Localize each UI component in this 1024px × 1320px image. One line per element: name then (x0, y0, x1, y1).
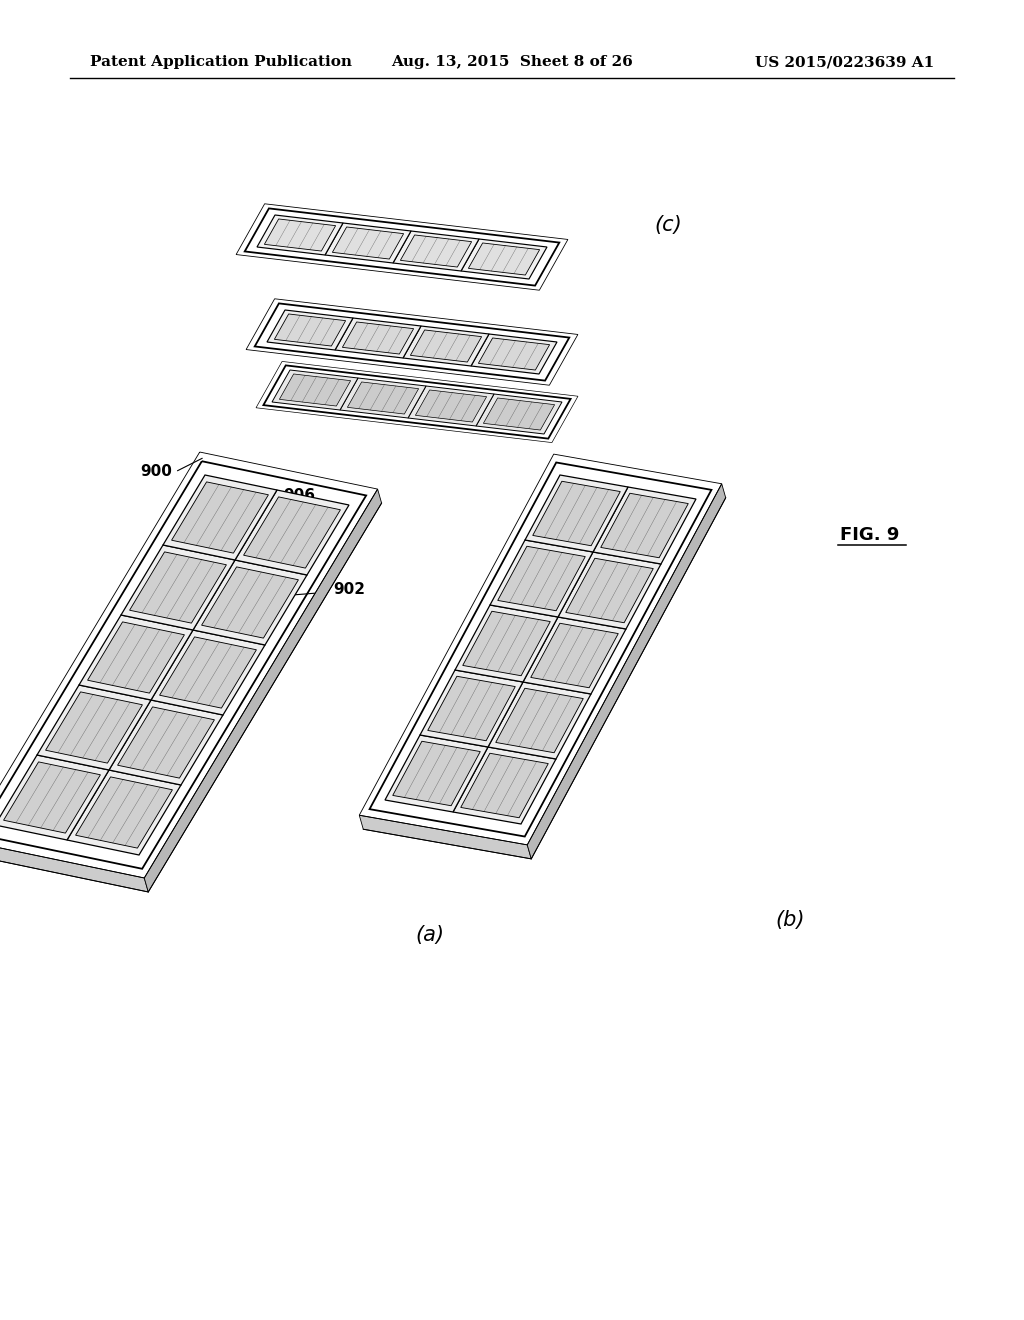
Polygon shape (461, 754, 548, 817)
Polygon shape (325, 223, 411, 263)
Polygon shape (565, 558, 653, 623)
Polygon shape (498, 546, 586, 611)
Polygon shape (385, 735, 488, 812)
Polygon shape (160, 636, 256, 708)
Polygon shape (403, 326, 489, 366)
Polygon shape (333, 227, 403, 259)
Polygon shape (359, 816, 531, 859)
Polygon shape (244, 496, 340, 568)
Text: 902: 902 (333, 582, 365, 598)
Polygon shape (121, 545, 234, 630)
Polygon shape (420, 671, 523, 747)
Polygon shape (257, 215, 343, 255)
Polygon shape (393, 231, 479, 271)
Polygon shape (118, 708, 214, 777)
Polygon shape (468, 243, 540, 275)
Polygon shape (476, 393, 562, 434)
Text: 906: 906 (283, 487, 315, 503)
Polygon shape (483, 397, 555, 430)
Polygon shape (37, 685, 151, 770)
Polygon shape (0, 755, 109, 840)
Polygon shape (172, 482, 268, 553)
Polygon shape (0, 841, 148, 892)
Polygon shape (558, 552, 662, 630)
Polygon shape (393, 742, 480, 805)
Polygon shape (496, 688, 584, 752)
Text: Aug. 13, 2015  Sheet 8 of 26: Aug. 13, 2015 Sheet 8 of 26 (391, 55, 633, 69)
Polygon shape (79, 615, 193, 700)
Polygon shape (347, 381, 419, 414)
Polygon shape (411, 330, 481, 362)
Polygon shape (264, 219, 336, 251)
Polygon shape (76, 777, 172, 849)
Polygon shape (408, 385, 494, 426)
Polygon shape (593, 487, 696, 564)
Polygon shape (67, 770, 181, 855)
Polygon shape (163, 475, 278, 560)
Polygon shape (488, 682, 591, 759)
Polygon shape (523, 616, 626, 694)
Polygon shape (400, 235, 472, 267)
Polygon shape (272, 370, 358, 411)
Polygon shape (274, 314, 346, 346)
Polygon shape (144, 490, 382, 892)
Polygon shape (193, 560, 307, 645)
Polygon shape (267, 310, 353, 350)
Text: FIG. 9: FIG. 9 (841, 525, 900, 544)
Polygon shape (532, 482, 621, 545)
Polygon shape (455, 605, 558, 682)
Polygon shape (471, 334, 557, 374)
Polygon shape (340, 378, 426, 418)
Polygon shape (335, 318, 421, 358)
Polygon shape (280, 374, 350, 407)
Polygon shape (202, 566, 298, 638)
Polygon shape (88, 622, 184, 693)
Text: (a): (a) (416, 925, 444, 945)
Text: (b): (b) (775, 909, 805, 931)
Text: (c): (c) (654, 215, 682, 235)
Polygon shape (463, 611, 550, 676)
Polygon shape (416, 389, 486, 422)
Polygon shape (428, 676, 515, 741)
Polygon shape (151, 630, 265, 715)
Polygon shape (527, 483, 726, 859)
Text: 904: 904 (73, 771, 105, 785)
Polygon shape (478, 338, 550, 370)
Polygon shape (525, 475, 628, 552)
Polygon shape (46, 692, 142, 763)
Polygon shape (3, 762, 100, 833)
Text: US 2015/0223639 A1: US 2015/0223639 A1 (755, 55, 934, 69)
Polygon shape (601, 494, 688, 558)
Polygon shape (490, 540, 593, 616)
Polygon shape (130, 552, 226, 623)
Polygon shape (530, 623, 618, 688)
Polygon shape (342, 322, 414, 354)
Polygon shape (234, 490, 349, 576)
Text: Patent Application Publication: Patent Application Publication (90, 55, 352, 69)
Polygon shape (109, 700, 223, 785)
Polygon shape (461, 239, 547, 279)
Polygon shape (453, 747, 556, 824)
Text: 900: 900 (140, 465, 172, 479)
